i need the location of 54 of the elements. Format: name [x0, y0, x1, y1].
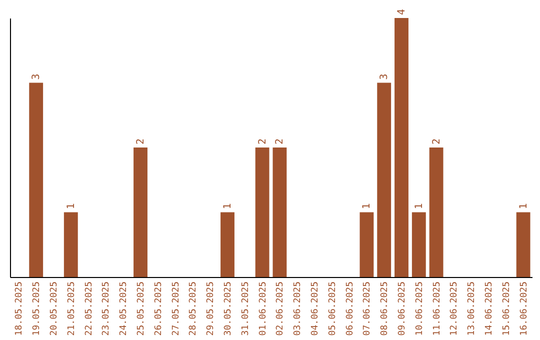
x-tick-label: 15.06.2025	[502, 282, 512, 336]
bar	[394, 18, 408, 277]
data-label: 2	[431, 138, 442, 144]
x-tick-label: 24.05.2025	[119, 282, 130, 336]
data-label: 1	[362, 203, 373, 210]
x-tick-label: 07.06.2025	[362, 282, 373, 336]
x-tick-label: 19.05.2025	[32, 282, 42, 336]
x-tick-label: 04.06.2025	[310, 282, 320, 336]
data-label: 2	[257, 138, 268, 144]
bar	[64, 212, 78, 277]
x-tick-label: 25.05.2025	[136, 282, 146, 336]
x-tick-label: 26.05.2025	[154, 282, 164, 336]
bar	[360, 212, 374, 277]
x-tick-label: 29.05.2025	[206, 282, 216, 336]
x-tick-label: 30.05.2025	[224, 282, 234, 336]
bar	[255, 148, 270, 277]
bar	[516, 212, 530, 277]
data-label: 1	[222, 203, 234, 210]
bar	[220, 212, 234, 277]
data-label: 1	[518, 203, 530, 210]
x-tick-label: 05.06.2025	[328, 282, 338, 336]
x-tick-label: 28.05.2025	[188, 282, 199, 336]
data-label: 4	[396, 8, 408, 15]
x-tick-label: 22.05.2025	[84, 282, 94, 336]
data-label: 1	[66, 203, 77, 210]
bar	[29, 82, 44, 277]
x-tick-label: 01.06.2025	[258, 282, 268, 336]
x-tick-label: 14.06.2025	[484, 282, 494, 336]
x-tick-label: 20.05.2025	[50, 282, 60, 336]
x-tick-label: 03.06.2025	[293, 282, 304, 336]
data-label: 2	[136, 138, 146, 144]
data-label: 3	[31, 74, 42, 80]
x-tick-label: 11.06.2025	[432, 282, 442, 336]
bar	[134, 148, 148, 277]
x-tick-label: 06.06.2025	[345, 282, 356, 336]
bar	[412, 212, 426, 277]
x-tick-label: 09.06.2025	[398, 282, 408, 336]
x-tick-label: 27.05.2025	[171, 282, 182, 336]
bar	[377, 82, 392, 277]
x-tick-label: 12.06.2025	[450, 282, 460, 336]
bar	[272, 148, 287, 277]
x-tick-label: 31.05.2025	[240, 282, 251, 336]
x-tick-label: 13.06.2025	[467, 282, 478, 336]
x-tick-label: 21.05.2025	[66, 282, 77, 336]
x-tick-label: 16.06.2025	[519, 282, 530, 336]
x-tick-label: 02.06.2025	[276, 282, 286, 336]
data-label: 1	[414, 203, 425, 210]
data-label: 3	[379, 74, 390, 80]
x-tick-label: 08.06.2025	[380, 282, 390, 336]
x-tick-label: 23.05.2025	[102, 282, 112, 336]
x-tick-label: 10.06.2025	[414, 282, 425, 336]
bar	[429, 148, 444, 277]
x-tick-label: 18.05.2025	[14, 282, 25, 336]
data-label: 2	[274, 138, 286, 144]
